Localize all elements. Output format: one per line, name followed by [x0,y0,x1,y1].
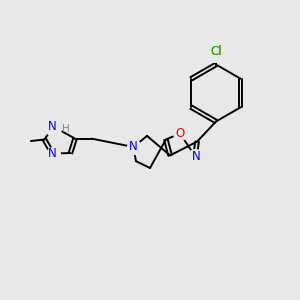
Text: N: N [48,147,57,160]
Text: Cl: Cl [210,45,222,58]
Text: H: H [61,124,69,134]
Text: N: N [129,140,138,154]
Text: Cl: Cl [210,45,222,58]
Text: N: N [47,120,56,133]
Text: O: O [176,127,184,140]
Text: N: N [192,149,201,163]
